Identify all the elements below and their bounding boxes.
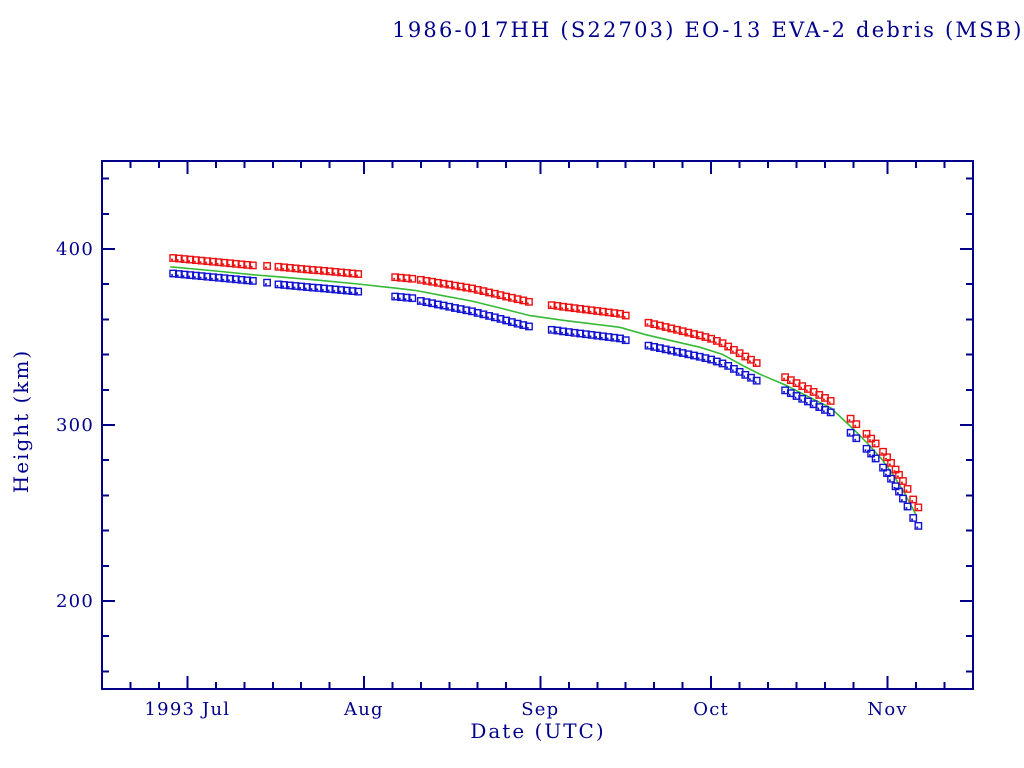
y-tick-labels: 200 300 400	[56, 239, 94, 612]
chart-title: 1986-017HH (S22703) EO-13 EVA-2 debris (…	[392, 18, 1024, 42]
svg-text:400: 400	[56, 239, 94, 260]
svg-text:Oct: Oct	[693, 699, 729, 720]
svg-text:300: 300	[56, 415, 94, 436]
y-axis-ticks	[103, 177, 972, 673]
x-tick-labels: 1993 Jul Aug Sep Oct Nov	[145, 699, 907, 720]
svg-text:Nov: Nov	[867, 699, 907, 720]
svg-text:Aug: Aug	[343, 699, 384, 720]
svg-text:1993 Jul: 1993 Jul	[145, 699, 231, 720]
apogee-series	[169, 254, 923, 512]
mean-height-line	[170, 266, 917, 515]
x-axis-ticks	[129, 162, 946, 688]
svg-text:200: 200	[56, 591, 94, 612]
svg-text:Sep: Sep	[521, 699, 559, 720]
perigee-series	[169, 269, 923, 530]
x-axis-title: Date (UTC)	[470, 719, 606, 743]
plot-frame	[101, 160, 974, 690]
